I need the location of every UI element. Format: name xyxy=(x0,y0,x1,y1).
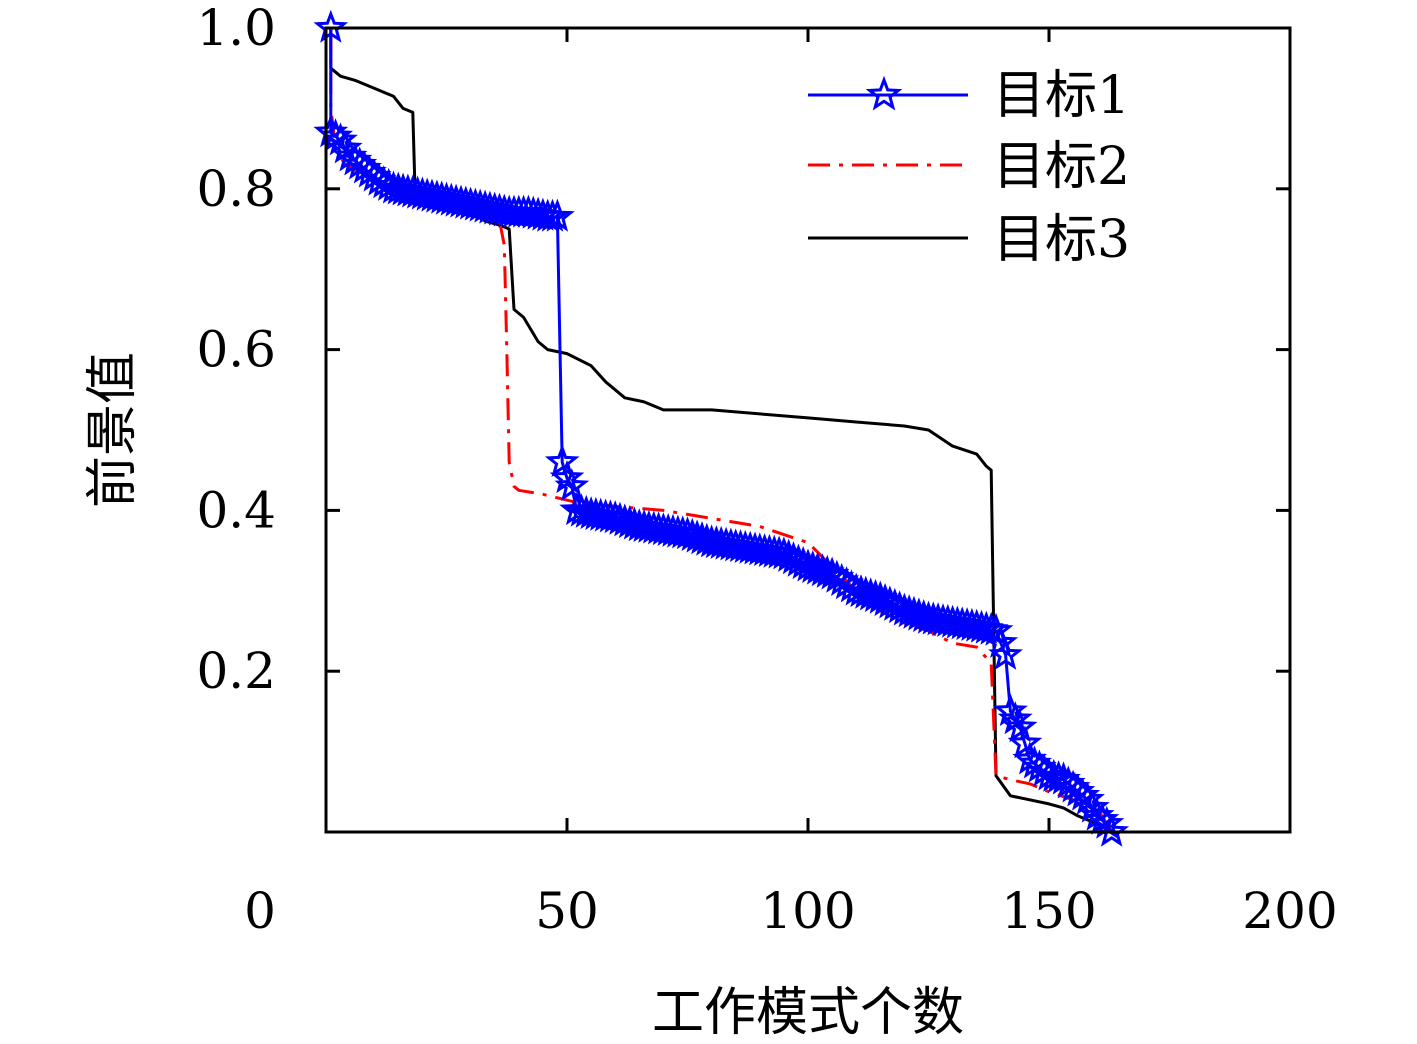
x-tick-label: 150 xyxy=(1001,882,1096,940)
data-point xyxy=(1070,781,1105,815)
data-point xyxy=(1007,725,1043,759)
y-tick-label: 1.0 xyxy=(196,0,276,57)
x-tick-label: 100 xyxy=(760,882,855,940)
x-tick-label: 0 xyxy=(244,882,276,940)
data-point xyxy=(323,122,358,156)
data-point xyxy=(993,693,1028,727)
data-point xyxy=(313,9,349,43)
x-tick-label: 50 xyxy=(535,882,599,940)
y-axis-label: 前景值 xyxy=(83,352,143,508)
data-point xyxy=(1094,813,1130,847)
data-point xyxy=(1089,805,1125,839)
data-point xyxy=(1002,709,1038,743)
legend-label-series-3: 目标3 xyxy=(993,210,1130,270)
data-point xyxy=(997,701,1033,735)
legend-label-series-2: 目标2 xyxy=(993,137,1130,197)
tick-layer: 0 50 100 150 200 0.2 0.4 0.6 0.8 1.0 xyxy=(196,0,1337,940)
y-tick-label: 0.6 xyxy=(196,321,276,379)
data-point xyxy=(983,624,1019,658)
y-tick-label: 0.8 xyxy=(196,160,276,218)
data-point xyxy=(988,636,1023,670)
data-point xyxy=(544,443,580,477)
x-axis-label: 工作模式个数 xyxy=(652,983,964,1043)
data-point xyxy=(539,198,575,232)
legend-marker-series-1 xyxy=(865,75,903,111)
legend: 目标1 目标2 目标3 xyxy=(808,66,1130,270)
legend-label-series-1: 目标1 xyxy=(993,66,1130,126)
y-tick-label: 0.2 xyxy=(196,642,276,700)
marker-layer xyxy=(313,9,1130,847)
data-point xyxy=(554,468,590,502)
y-tick-label: 0.4 xyxy=(196,481,276,539)
data-point xyxy=(549,459,585,494)
x-tick-label: 200 xyxy=(1242,882,1337,940)
series-line-3 xyxy=(329,28,1113,834)
